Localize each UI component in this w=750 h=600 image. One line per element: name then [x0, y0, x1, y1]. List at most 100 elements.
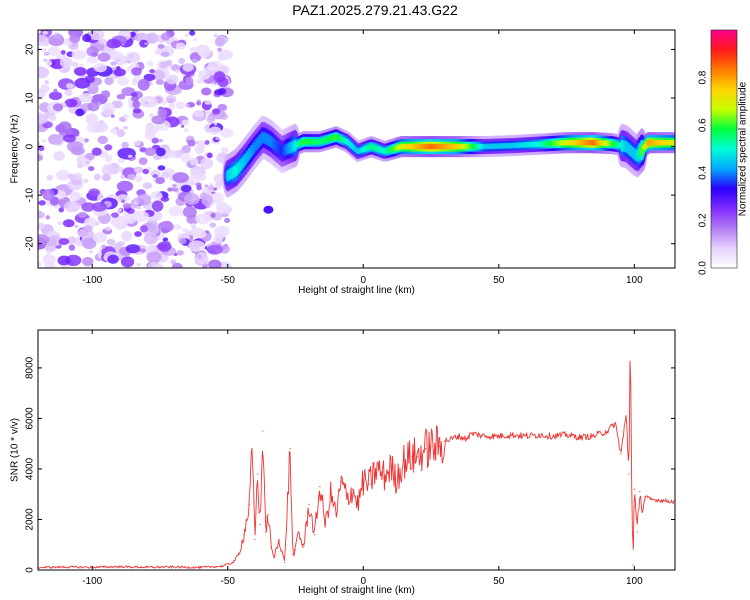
heatmap-noise-cell [189, 30, 196, 36]
heatmap-noise-cell [191, 58, 198, 64]
heatmap-x-tick-label: 0 [360, 275, 366, 286]
heatmap-noise-cell [171, 262, 183, 268]
heatmap-noise-cell [110, 215, 129, 228]
snr-data-point [303, 546, 305, 548]
heatmap-noise-cell [116, 240, 125, 247]
snr-data-point [614, 422, 616, 425]
heatmap-noise-cell [160, 32, 170, 41]
heatmap-noise-cell [117, 76, 130, 86]
heatmap-noise-cell [151, 137, 159, 144]
snr-data-point [631, 470, 633, 473]
heatmap-noise-cell [166, 150, 177, 158]
snr-data-point [471, 432, 473, 435]
heatmap-noise-cell [130, 92, 138, 97]
heatmap-noise-cell [201, 87, 212, 96]
heatmap-noise-cell [155, 147, 166, 157]
snr-data-point [324, 523, 326, 526]
heatmap-noise-cell [116, 129, 126, 138]
heatmap-noise-cell [168, 103, 176, 110]
heatmap-noise-cell [138, 157, 148, 166]
heatmap-noise-cell [142, 182, 153, 190]
snr-data-point [221, 565, 223, 567]
snr-data-point [511, 434, 513, 436]
colorbar-tick-label: 0.6 [698, 118, 709, 132]
heatmap-y-axis-label: Frequency (Hz) [10, 115, 21, 184]
heatmap-noise-cell [144, 147, 157, 157]
heatmap-noise-cell [182, 228, 189, 233]
heatmap-noise-cell [196, 101, 202, 106]
heatmap-noise-cell [53, 88, 58, 93]
snr-data-point [251, 448, 253, 450]
heatmap-noise-cell [58, 121, 72, 134]
heatmap-noise-cell [120, 174, 126, 180]
heatmap-noise-cell [155, 176, 165, 185]
heatmap-noise-cell [160, 101, 168, 106]
heatmap-noise-cell [101, 244, 106, 249]
heatmap-noise-cell [38, 114, 48, 125]
heatmap-noise-cell [87, 101, 100, 112]
heatmap-noise-cell [162, 237, 169, 242]
heatmap-noise-cell [79, 63, 84, 68]
heatmap-noise-cell [148, 112, 154, 118]
heatmap-noise-cell [64, 98, 78, 108]
heatmap-noise-cell [38, 66, 50, 79]
heatmap-noise-cell [122, 202, 132, 209]
heatmap-noise-cell [109, 73, 116, 79]
heatmap-noise-cell [82, 237, 97, 250]
heatmap-noise-cell [41, 138, 47, 143]
heatmap-noise-cell [104, 144, 113, 151]
heatmap-noise-cell [121, 230, 133, 242]
heatmap-noise-cell [172, 172, 189, 183]
heatmap-noise-cell [89, 250, 93, 254]
heatmap-noise-cell [181, 119, 190, 126]
heatmap-y-tick-label: -10 [25, 187, 36, 202]
heatmap-x-tick-label: -50 [221, 275, 236, 286]
snr-data-point [256, 473, 259, 475]
heatmap-noise-cell [200, 157, 214, 170]
heatmap-noise-cell [146, 32, 159, 44]
snr-data-point [538, 434, 541, 436]
heatmap-noise-cell [194, 173, 207, 181]
heatmap-noise-cell [181, 144, 191, 154]
snr-y-tick-label: 8000 [25, 356, 36, 379]
heatmap-noise-cell [206, 152, 213, 159]
heatmap-noise-cell [187, 139, 196, 147]
heatmap-noise-cell [168, 206, 184, 217]
heatmap-noise-cell [152, 69, 166, 81]
heatmap-noise-cell [52, 134, 64, 145]
heatmap-noise-cell [216, 186, 222, 190]
heatmap-noise-cell [45, 215, 51, 220]
heatmap-noise-cell [175, 42, 186, 50]
heatmap-noise-cell [97, 135, 109, 145]
heatmap-noise-cell [180, 124, 185, 128]
snr-data-point [237, 554, 240, 556]
heatmap-noise-cell [197, 254, 203, 259]
heatmap-y-tick-label: 10 [25, 92, 36, 104]
snr-data-point [395, 478, 397, 480]
snr-data-point [552, 435, 554, 437]
snr-data-point [384, 475, 386, 478]
snr-data-point [313, 534, 316, 536]
heatmap-noise-cell [155, 79, 165, 85]
snr-y-axis-label: SNR (10 * v/v) [10, 418, 21, 482]
heatmap-noise-cell [214, 225, 230, 238]
heatmap-noise-cell [45, 60, 52, 67]
snr-data-point [411, 455, 413, 457]
heatmap-noise-cell [46, 235, 63, 247]
heatmap-noise-cell [93, 173, 101, 181]
heatmap-noise-cell [122, 114, 130, 119]
heatmap-noise-cell [92, 121, 109, 133]
snr-data-point [259, 523, 261, 526]
heatmap-noise-cell [54, 33, 63, 39]
heatmap-noise-cell [144, 42, 150, 46]
heatmap-noise-cell [46, 174, 54, 181]
heatmap-noise-cell [161, 220, 173, 230]
colorbar [710, 29, 738, 269]
snr-data-point [498, 435, 500, 437]
snr-data-point [438, 445, 440, 447]
heatmap-noise-cell [91, 202, 107, 212]
heatmap-noise-cell [47, 46, 61, 57]
heatmap-noise-cell [193, 109, 205, 118]
snr-y-tick-label: 0 [25, 567, 36, 573]
heatmap-noise-cell [142, 168, 150, 175]
